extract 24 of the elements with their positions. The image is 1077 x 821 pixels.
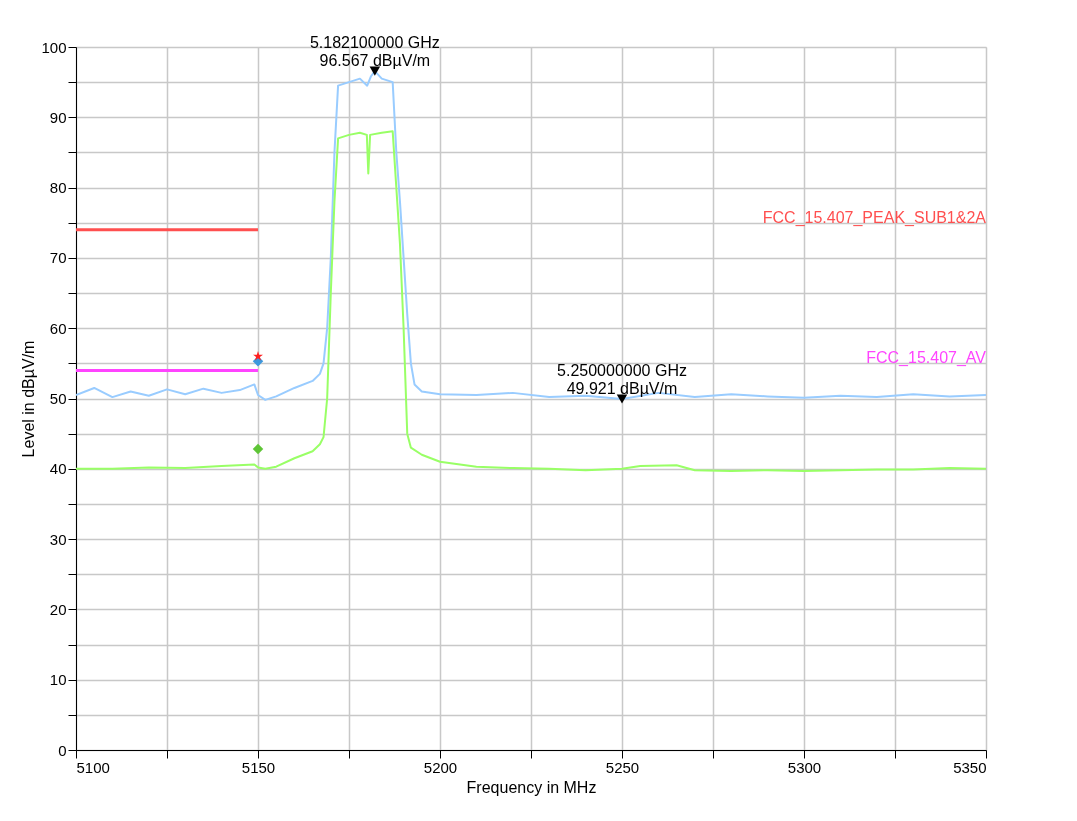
x-tick-label: 5300 bbox=[787, 758, 822, 776]
y-tick-label: 60 bbox=[49, 319, 67, 337]
x-tick-label: 5200 bbox=[423, 758, 458, 776]
x-tick-label: 5250 bbox=[605, 758, 640, 776]
y-tick-label: 100 bbox=[41, 38, 67, 56]
y-tick-label: 50 bbox=[49, 390, 67, 407]
x-tick-label: 5100 bbox=[76, 758, 110, 776]
x-tick-label: 5150 bbox=[241, 758, 276, 776]
y-tick-label: 20 bbox=[49, 600, 67, 618]
annotation: 5.250000000 GHz 49.921 dBµV/m bbox=[557, 362, 687, 398]
line-series bbox=[76, 130, 986, 472]
text: FCC_15.407_PEAK_SUB1&2A bbox=[762, 208, 987, 227]
y-tick-label: 0 bbox=[58, 741, 67, 759]
x-tick-label: 5350 bbox=[953, 758, 987, 776]
y-axis-title: Level in dBµV/m bbox=[20, 340, 38, 458]
x-axis-title: Frequency in MHz bbox=[466, 778, 597, 796]
y-tick-label: 70 bbox=[49, 249, 67, 267]
y-tick-label: 10 bbox=[49, 671, 67, 689]
y-tick-label: 40 bbox=[49, 460, 67, 478]
annotation: 5.182100000 GHz 96.567 dBµV/m bbox=[309, 34, 440, 70]
y-tick-label: 30 bbox=[49, 530, 67, 548]
y-tick-label: 90 bbox=[49, 108, 67, 126]
text: FCC_15.407_AV bbox=[866, 349, 987, 368]
y-tick-label: 80 bbox=[49, 179, 67, 197]
